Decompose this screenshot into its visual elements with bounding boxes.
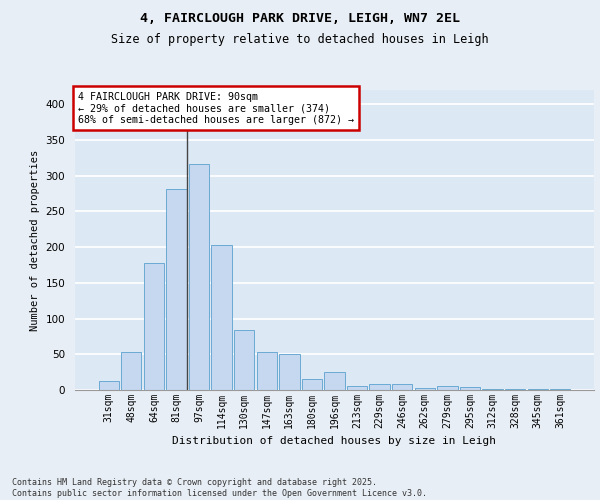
Bar (189, 164, 209, 390)
Bar (460, 387, 480, 390)
Text: Contains HM Land Registry data © Crown copyright and database right 2025.
Contai: Contains HM Land Registry data © Crown c… (12, 478, 427, 498)
Text: 4, FAIRCLOUGH PARK DRIVE, LEIGH, WN7 2EL: 4, FAIRCLOUGH PARK DRIVE, LEIGH, WN7 2EL (140, 12, 460, 26)
Bar (234, 330, 254, 390)
Bar (302, 380, 322, 390)
Bar (415, 388, 435, 390)
Bar (392, 384, 412, 390)
Bar (325, 372, 344, 390)
X-axis label: Distribution of detached houses by size in Leigh: Distribution of detached houses by size … (173, 436, 497, 446)
Bar (98, 380, 119, 390)
Bar (279, 354, 299, 390)
Bar (370, 384, 390, 390)
Bar (437, 386, 458, 390)
Bar (121, 352, 142, 390)
Bar (257, 352, 277, 390)
Bar (166, 188, 187, 390)
Text: 4 FAIRCLOUGH PARK DRIVE: 90sqm
← 29% of detached houses are smaller (374)
68% of: 4 FAIRCLOUGH PARK DRIVE: 90sqm ← 29% of … (77, 92, 353, 124)
Bar (482, 388, 503, 390)
Bar (144, 263, 164, 390)
Y-axis label: Number of detached properties: Number of detached properties (30, 150, 40, 330)
Bar (347, 386, 367, 390)
Bar (211, 245, 232, 390)
Text: Size of property relative to detached houses in Leigh: Size of property relative to detached ho… (111, 32, 489, 46)
